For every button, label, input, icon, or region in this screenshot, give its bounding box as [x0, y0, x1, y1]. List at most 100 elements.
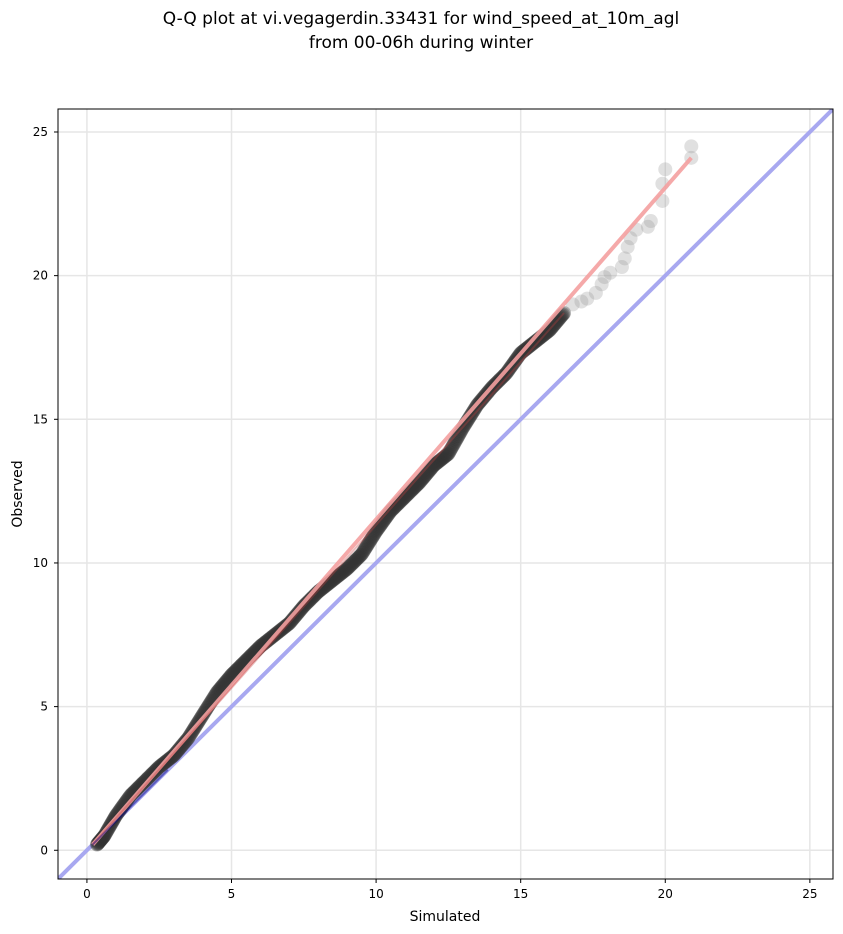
qq-point	[343, 558, 358, 573]
qq-point	[366, 528, 381, 543]
y-axis-label: Observed	[10, 460, 26, 527]
qq-point	[296, 599, 311, 614]
qq-point	[351, 550, 366, 565]
qq-point	[359, 540, 374, 555]
chart-title-line-2: from 00-06h during winter	[309, 33, 533, 53]
qq-point	[289, 607, 304, 622]
qq-point	[339, 562, 354, 577]
qq-point	[527, 335, 542, 350]
qq-tail-point	[594, 277, 609, 292]
qq-point	[352, 549, 367, 564]
qq-point	[291, 605, 306, 620]
qq-point	[464, 406, 479, 421]
qq-point	[431, 454, 446, 469]
qq-point	[416, 470, 431, 485]
qq-point	[370, 521, 385, 536]
qq-point	[463, 407, 478, 422]
qq-point	[526, 336, 541, 351]
qq-point	[336, 564, 351, 579]
qq-point	[297, 598, 312, 613]
qq-point	[332, 567, 347, 582]
qq-point	[257, 635, 272, 650]
qq-point	[420, 465, 435, 480]
qq-point	[294, 601, 309, 616]
qq-point	[259, 634, 274, 649]
qq-point	[171, 743, 186, 758]
qq-point	[370, 523, 385, 538]
qq-point	[436, 450, 451, 465]
qq-point	[197, 705, 212, 720]
qq-point	[360, 537, 375, 552]
qq-point	[447, 435, 462, 450]
qq-point	[363, 532, 378, 547]
qq-point	[435, 451, 450, 466]
qq-point	[293, 603, 308, 618]
qq-point	[426, 459, 441, 474]
qq-point	[398, 488, 413, 503]
qq-point	[411, 476, 426, 491]
qq-point	[450, 430, 465, 445]
qq-tail-point	[588, 285, 603, 300]
y-tick-label: 5	[40, 700, 48, 714]
qq-point	[451, 428, 466, 443]
qq-point	[525, 336, 540, 351]
qq-point	[350, 551, 365, 566]
qq-point	[117, 796, 132, 811]
qq-tail-point	[643, 214, 658, 229]
qq-point	[167, 747, 182, 762]
qq-point	[97, 827, 112, 842]
qq-point	[284, 614, 299, 629]
y-tick-label: 25	[33, 125, 48, 139]
qq-point	[358, 541, 373, 556]
qq-point	[438, 448, 453, 463]
qq-point	[329, 570, 344, 585]
qq-point	[341, 559, 356, 574]
qq-point	[446, 437, 461, 452]
qq-point	[196, 706, 211, 721]
qq-tail-point	[603, 265, 618, 280]
y-tick-label: 20	[33, 269, 48, 283]
qq-point	[418, 467, 433, 482]
qq-point	[116, 798, 131, 813]
x-tick-label: 10	[368, 887, 383, 901]
qq-point	[365, 530, 380, 545]
x-axis-label: Simulated	[410, 909, 481, 925]
qq-point	[334, 566, 349, 581]
qq-point	[374, 516, 389, 531]
qq-point	[299, 596, 314, 611]
qq-point	[298, 597, 313, 612]
qq-point	[290, 606, 305, 621]
qq-tail-point	[658, 162, 673, 177]
qq-tail-point	[623, 231, 638, 246]
qq-point	[337, 563, 352, 578]
qq-point	[292, 604, 307, 619]
qq-tail-point	[620, 239, 635, 254]
qq-point	[367, 527, 382, 542]
reference-lines	[58, 109, 833, 879]
qq-point	[326, 572, 341, 587]
qq-point	[331, 568, 346, 583]
qq-point	[135, 776, 150, 791]
qq-point	[419, 466, 434, 481]
qq-point	[405, 482, 420, 497]
qq-point	[353, 548, 368, 563]
qq-point	[440, 447, 455, 462]
qq-point	[444, 441, 459, 456]
qq-point	[415, 472, 430, 487]
qq-point	[300, 595, 315, 610]
qq-point	[328, 571, 343, 586]
qq-point	[285, 611, 300, 626]
qq-point	[424, 461, 439, 476]
qq-point	[398, 489, 413, 504]
qq-point	[449, 432, 464, 447]
qq-point	[170, 744, 185, 759]
qq-point	[333, 566, 348, 581]
qq-point	[422, 463, 437, 478]
qq-tail-point	[574, 294, 589, 309]
qq-point	[401, 486, 416, 501]
qq-point	[348, 553, 363, 568]
qq-point	[425, 460, 440, 475]
qq-point	[136, 775, 151, 790]
qq-point	[340, 561, 355, 576]
